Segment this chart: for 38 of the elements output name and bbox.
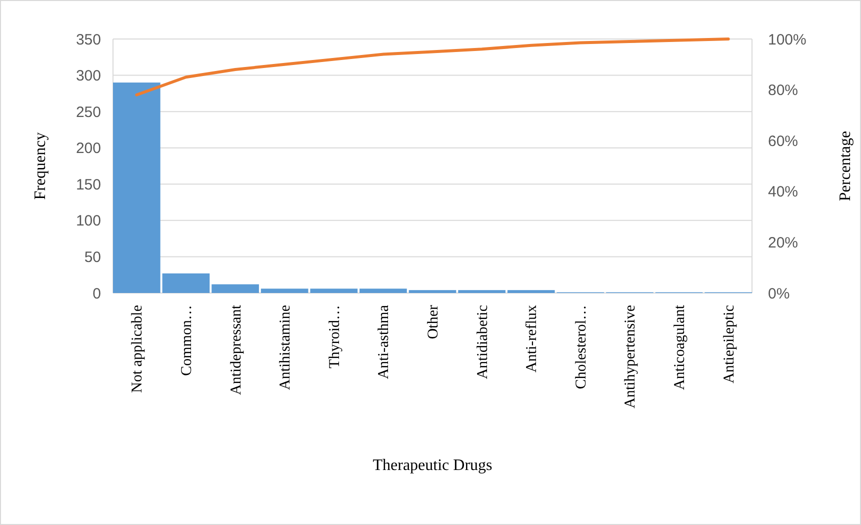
bar (458, 290, 506, 293)
x-tick-label: Anticoagulant (672, 304, 688, 390)
y-tick-label: 100 (76, 212, 101, 230)
x-tick-label: Not applicable (130, 304, 146, 393)
y-tick-label: 350 (76, 31, 101, 48)
y2-axis-title: Percentage (837, 130, 854, 202)
y2-tick-label: 60% (768, 132, 798, 150)
x-tick-label: Antihypertensive (622, 304, 639, 408)
bar (408, 290, 456, 293)
y-axis-title: Frequency (32, 132, 49, 200)
bar (360, 288, 407, 293)
bar (113, 82, 160, 293)
y-tick-label: 50 (84, 248, 101, 266)
x-tick-label: Common… (178, 305, 195, 376)
x-tick-label: Anti-asthma (376, 304, 392, 380)
y2-tick-label: 80% (768, 82, 798, 100)
y-tick-label: 250 (76, 104, 101, 121)
bar (507, 290, 555, 293)
y-tick-label: 0 (92, 285, 101, 302)
y2-tick-label: 40% (768, 184, 798, 201)
y-tick-label: 150 (76, 176, 101, 194)
y2-tick-label: 0% (768, 285, 790, 302)
x-tick-label: Thyroid… (326, 305, 343, 368)
x-tick-label: Other (426, 305, 442, 340)
line-series (135, 38, 730, 96)
x-tick-label: Anti-reflux (524, 304, 540, 372)
bar (162, 273, 210, 293)
bar (212, 284, 259, 293)
x-tick-label: Antiepileptic (721, 304, 738, 384)
y-tick-label: 200 (76, 140, 101, 158)
x-axis-title: Therapeutic Drugs (372, 457, 492, 474)
x-tick-label: Antidiabetic (474, 304, 491, 380)
y2-tick-label: 20% (768, 234, 798, 252)
y2-tick-label: 100% (768, 31, 806, 48)
y-tick-label: 300 (76, 68, 101, 85)
x-tick-label: Cholesterol… (573, 305, 590, 390)
x-tick-label: Antidepressant (228, 304, 244, 395)
x-tick-label: Antihistamine (278, 304, 294, 390)
